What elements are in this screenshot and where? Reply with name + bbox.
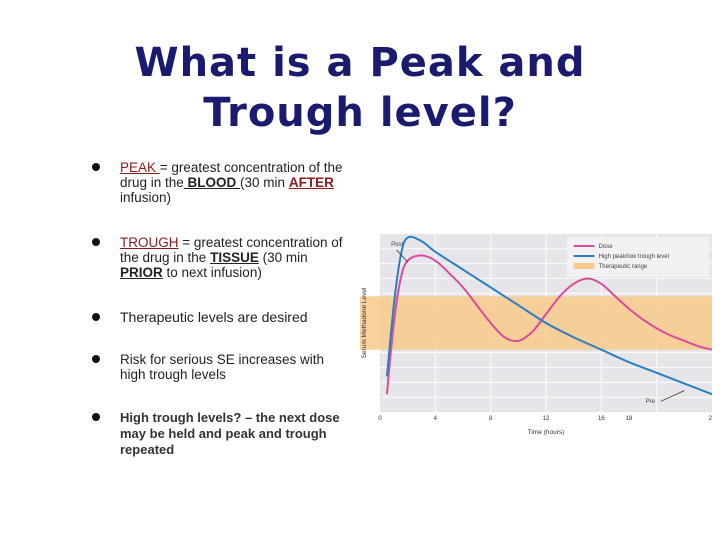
x-axis-label: Time (hours) (528, 429, 565, 436)
title-line-2: Trough level? (203, 90, 517, 136)
peak-term: PEAK (120, 160, 160, 175)
trough-timing: (30 min (258, 250, 308, 265)
prior-term: PRIOR (120, 265, 163, 280)
peak-infusion: infusion) (120, 190, 172, 205)
x-tick-label: 12 (543, 416, 550, 422)
trough-infusion: to next infusion) (162, 265, 262, 280)
trough-def: = greatest concentration of the drug in … (120, 235, 343, 265)
peak-timing: (30 min (240, 175, 289, 190)
bullet-held-text: High trough levels? – the next dose may … (120, 410, 340, 457)
annotation-pre: Pre (646, 399, 656, 405)
bullet-therapeutic-text: Therapeutic levels are desired (120, 309, 308, 325)
bullet-dot (92, 238, 100, 246)
annotations: Post Pre (391, 242, 685, 405)
x-tick-label: 0 (378, 416, 382, 422)
series-group (385, 235, 712, 396)
tissue-term: TISSUE (210, 250, 259, 265)
legend: Dose High peak/low trough level Therapeuti… (566, 237, 709, 277)
bullet-dot (92, 355, 100, 363)
bullet-peak-text: PEAK = greatest concentration of the dru… (120, 160, 345, 205)
after-term: AFTER (288, 175, 334, 190)
x-tick-label: 8 (489, 416, 493, 422)
legend-label: Dose (599, 244, 614, 250)
chart-svg: 0 4 8 12 16 18 24 Time (hours) Serum Methadone… (360, 234, 712, 436)
bullet-risk-text: Risk for serious SE increases with high … (120, 352, 325, 382)
y-axis-label: Serum Methadone Level (361, 287, 368, 358)
blood-term: BLOOD (183, 175, 241, 190)
annotation-post-arrow (396, 249, 408, 263)
legend-swatch (573, 263, 595, 269)
x-tick-label: 4 (434, 416, 438, 422)
series-dose-line (385, 254, 712, 395)
title-line-1: What is a Peak and (134, 40, 586, 86)
x-tick-label: 18 (626, 416, 633, 422)
bullet-dot (92, 413, 100, 421)
trough-term: TROUGH (120, 235, 179, 250)
series-high-peak-line (385, 235, 712, 396)
page-title: What is a Peak and Trough level? (120, 38, 600, 138)
level-chart: 0 4 8 12 16 18 24 Time (hours) Serum Methadone… (360, 232, 712, 442)
therapeutic-range-band (360, 296, 712, 350)
x-ticks: 0 4 8 12 16 18 24 (378, 416, 712, 422)
legend-label: High peak/low trough level (599, 254, 669, 260)
bullet-dot (92, 163, 100, 171)
peak-def: = greatest concentration of the drug in … (120, 160, 343, 190)
legend-label: Therapeutic range (599, 264, 648, 270)
annotation-pre-arrow (660, 390, 685, 402)
annotation-post: Post (391, 242, 403, 248)
x-tick-label: 24 (709, 416, 712, 422)
bullet-dot (92, 313, 100, 321)
x-tick-label: 16 (598, 416, 605, 422)
bullet-trough-text: TROUGH = greatest concentration of the d… (120, 235, 345, 280)
